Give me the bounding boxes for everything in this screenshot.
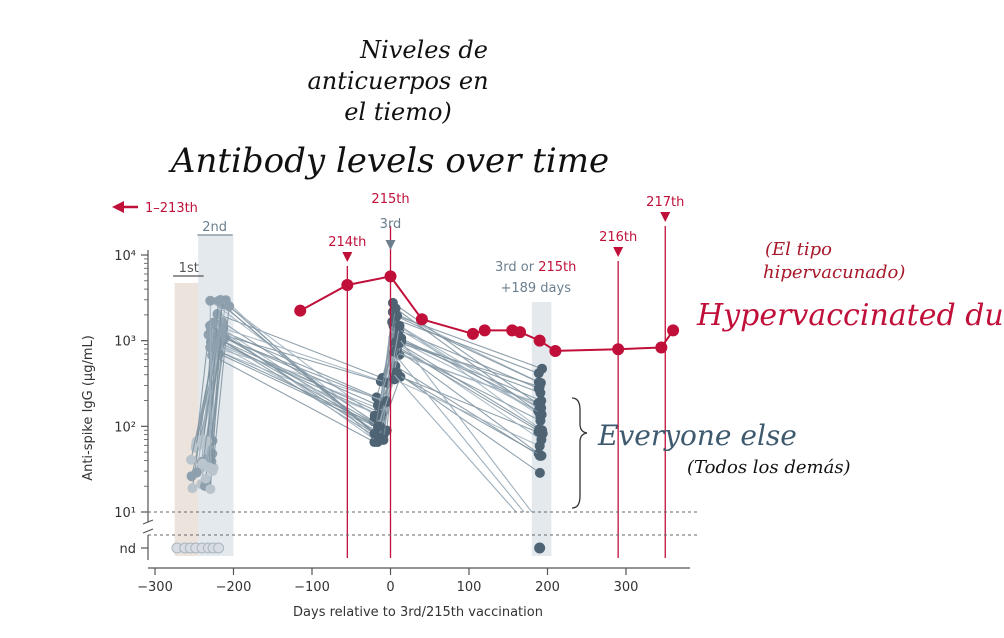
- annotation-hyper-es-line1: (El tipo: [765, 239, 832, 260]
- band-3rd-days-label: +189 days: [500, 281, 571, 296]
- x-tick-label: 200: [535, 580, 560, 595]
- x-tick-label: 300: [614, 580, 639, 595]
- hypervaccinated-point: [667, 324, 680, 337]
- arrow-left-icon: [112, 201, 124, 213]
- individual-point: [187, 483, 198, 494]
- marker-triangle-216th: [613, 247, 624, 257]
- individual-point: [202, 436, 213, 447]
- individual-point: [373, 421, 384, 432]
- annotation-everyone-es: (Todos los demás): [687, 457, 851, 478]
- individual-point: [390, 310, 401, 321]
- y-tick-label: 10²: [114, 420, 136, 435]
- individual-line: [400, 340, 533, 513]
- y-tick-label: 10¹: [114, 506, 136, 521]
- y-tick-label: 10³: [114, 335, 136, 350]
- individual-point: [205, 295, 216, 306]
- annotation-title-es-line: Niveles de: [359, 36, 488, 64]
- individual-point: [536, 409, 547, 420]
- individual-point: [534, 424, 545, 435]
- marker-triangle-214th: [342, 252, 353, 262]
- individual-point: [197, 458, 208, 469]
- hypervaccinated-point: [514, 326, 527, 339]
- individual-line: [205, 315, 540, 479]
- individual-point: [215, 294, 226, 305]
- x-tick-label: 100: [457, 580, 482, 595]
- individual-line: [394, 374, 517, 513]
- hypervaccinated-point: [478, 324, 491, 337]
- marker-3rd-triangle: [385, 240, 396, 250]
- individual-point: [191, 467, 202, 478]
- y-tick-label-nd: nd: [120, 542, 137, 557]
- individual-point: [216, 328, 227, 339]
- marker-3rd-label: 3rd: [380, 217, 402, 232]
- individual-point: [205, 462, 216, 473]
- x-tick-label: −100: [294, 580, 330, 595]
- marker-label-1-213th: 1–213th: [145, 201, 198, 216]
- marker-triangle-217th: [660, 212, 671, 222]
- individual-point: [381, 396, 392, 407]
- x-tick-label: −300: [137, 580, 173, 595]
- annotation-hyper-en: Hypervaccinated dude: [696, 298, 1004, 333]
- individual-point: [534, 440, 545, 451]
- marker-label-217th: 217th: [646, 195, 684, 210]
- individual-point: [390, 303, 401, 314]
- individual-point: [205, 484, 216, 495]
- individual-point: [203, 329, 214, 340]
- marker-label-215th: 215th: [371, 192, 409, 207]
- annotation-everyone-en: Everyone else: [597, 419, 797, 452]
- hypervaccinated-point: [466, 327, 479, 340]
- individual-point: [536, 450, 547, 461]
- hypervaccinated-point: [655, 341, 668, 354]
- y-axis-label: Anti-spike IgG (µg/mL): [81, 335, 96, 481]
- hypervaccinated-point: [384, 270, 397, 283]
- band-3rd-label: 3rd or 215th: [495, 260, 576, 275]
- individual-line: [397, 357, 525, 513]
- nd-point: [213, 542, 225, 554]
- hypervaccinated-point: [294, 304, 307, 317]
- hypervaccinated-line: [299, 275, 674, 352]
- band-1st-label: 1st: [179, 261, 199, 276]
- individual-point: [394, 320, 405, 331]
- hypervaccinated-point: [533, 334, 546, 347]
- axis-break: [142, 519, 154, 534]
- annotation-title-es-line: anticuerpos en: [307, 67, 488, 95]
- hypervaccinated-point: [549, 344, 562, 357]
- individual-point: [534, 467, 545, 478]
- individual-point: [372, 400, 383, 411]
- individual-point: [207, 318, 218, 329]
- band-2nd-label: 2nd: [202, 220, 227, 235]
- nd-point: [534, 542, 546, 554]
- hypervaccinated-point: [612, 343, 625, 356]
- individual-point: [210, 342, 221, 353]
- individual-point: [534, 381, 545, 392]
- band-1st: [174, 283, 203, 556]
- everyone-else-bracket: [571, 397, 588, 509]
- individual-line: [204, 321, 541, 487]
- x-tick-label: 0: [386, 580, 394, 595]
- annotation-title-en: Antibody levels over time: [168, 141, 609, 181]
- individual-point: [224, 301, 235, 312]
- marker-label-216th: 216th: [599, 230, 637, 245]
- y-tick-label: 10⁴: [114, 249, 136, 264]
- individual-point: [389, 374, 400, 385]
- x-axis-label: Days relative to 3rd/215th vaccination: [293, 605, 543, 620]
- annotation-title-es-line: el tiemo): [344, 98, 452, 126]
- individual-point: [533, 368, 544, 379]
- annotation-hyper-es-line2: hipervacunado): [763, 262, 905, 283]
- marker-label-214th: 214th: [328, 235, 366, 250]
- individual-point: [186, 454, 197, 465]
- individual-point: [200, 473, 211, 484]
- hypervaccinated-point: [341, 278, 354, 291]
- hypervaccinated-point: [415, 313, 428, 326]
- x-tick-label: −200: [216, 580, 252, 595]
